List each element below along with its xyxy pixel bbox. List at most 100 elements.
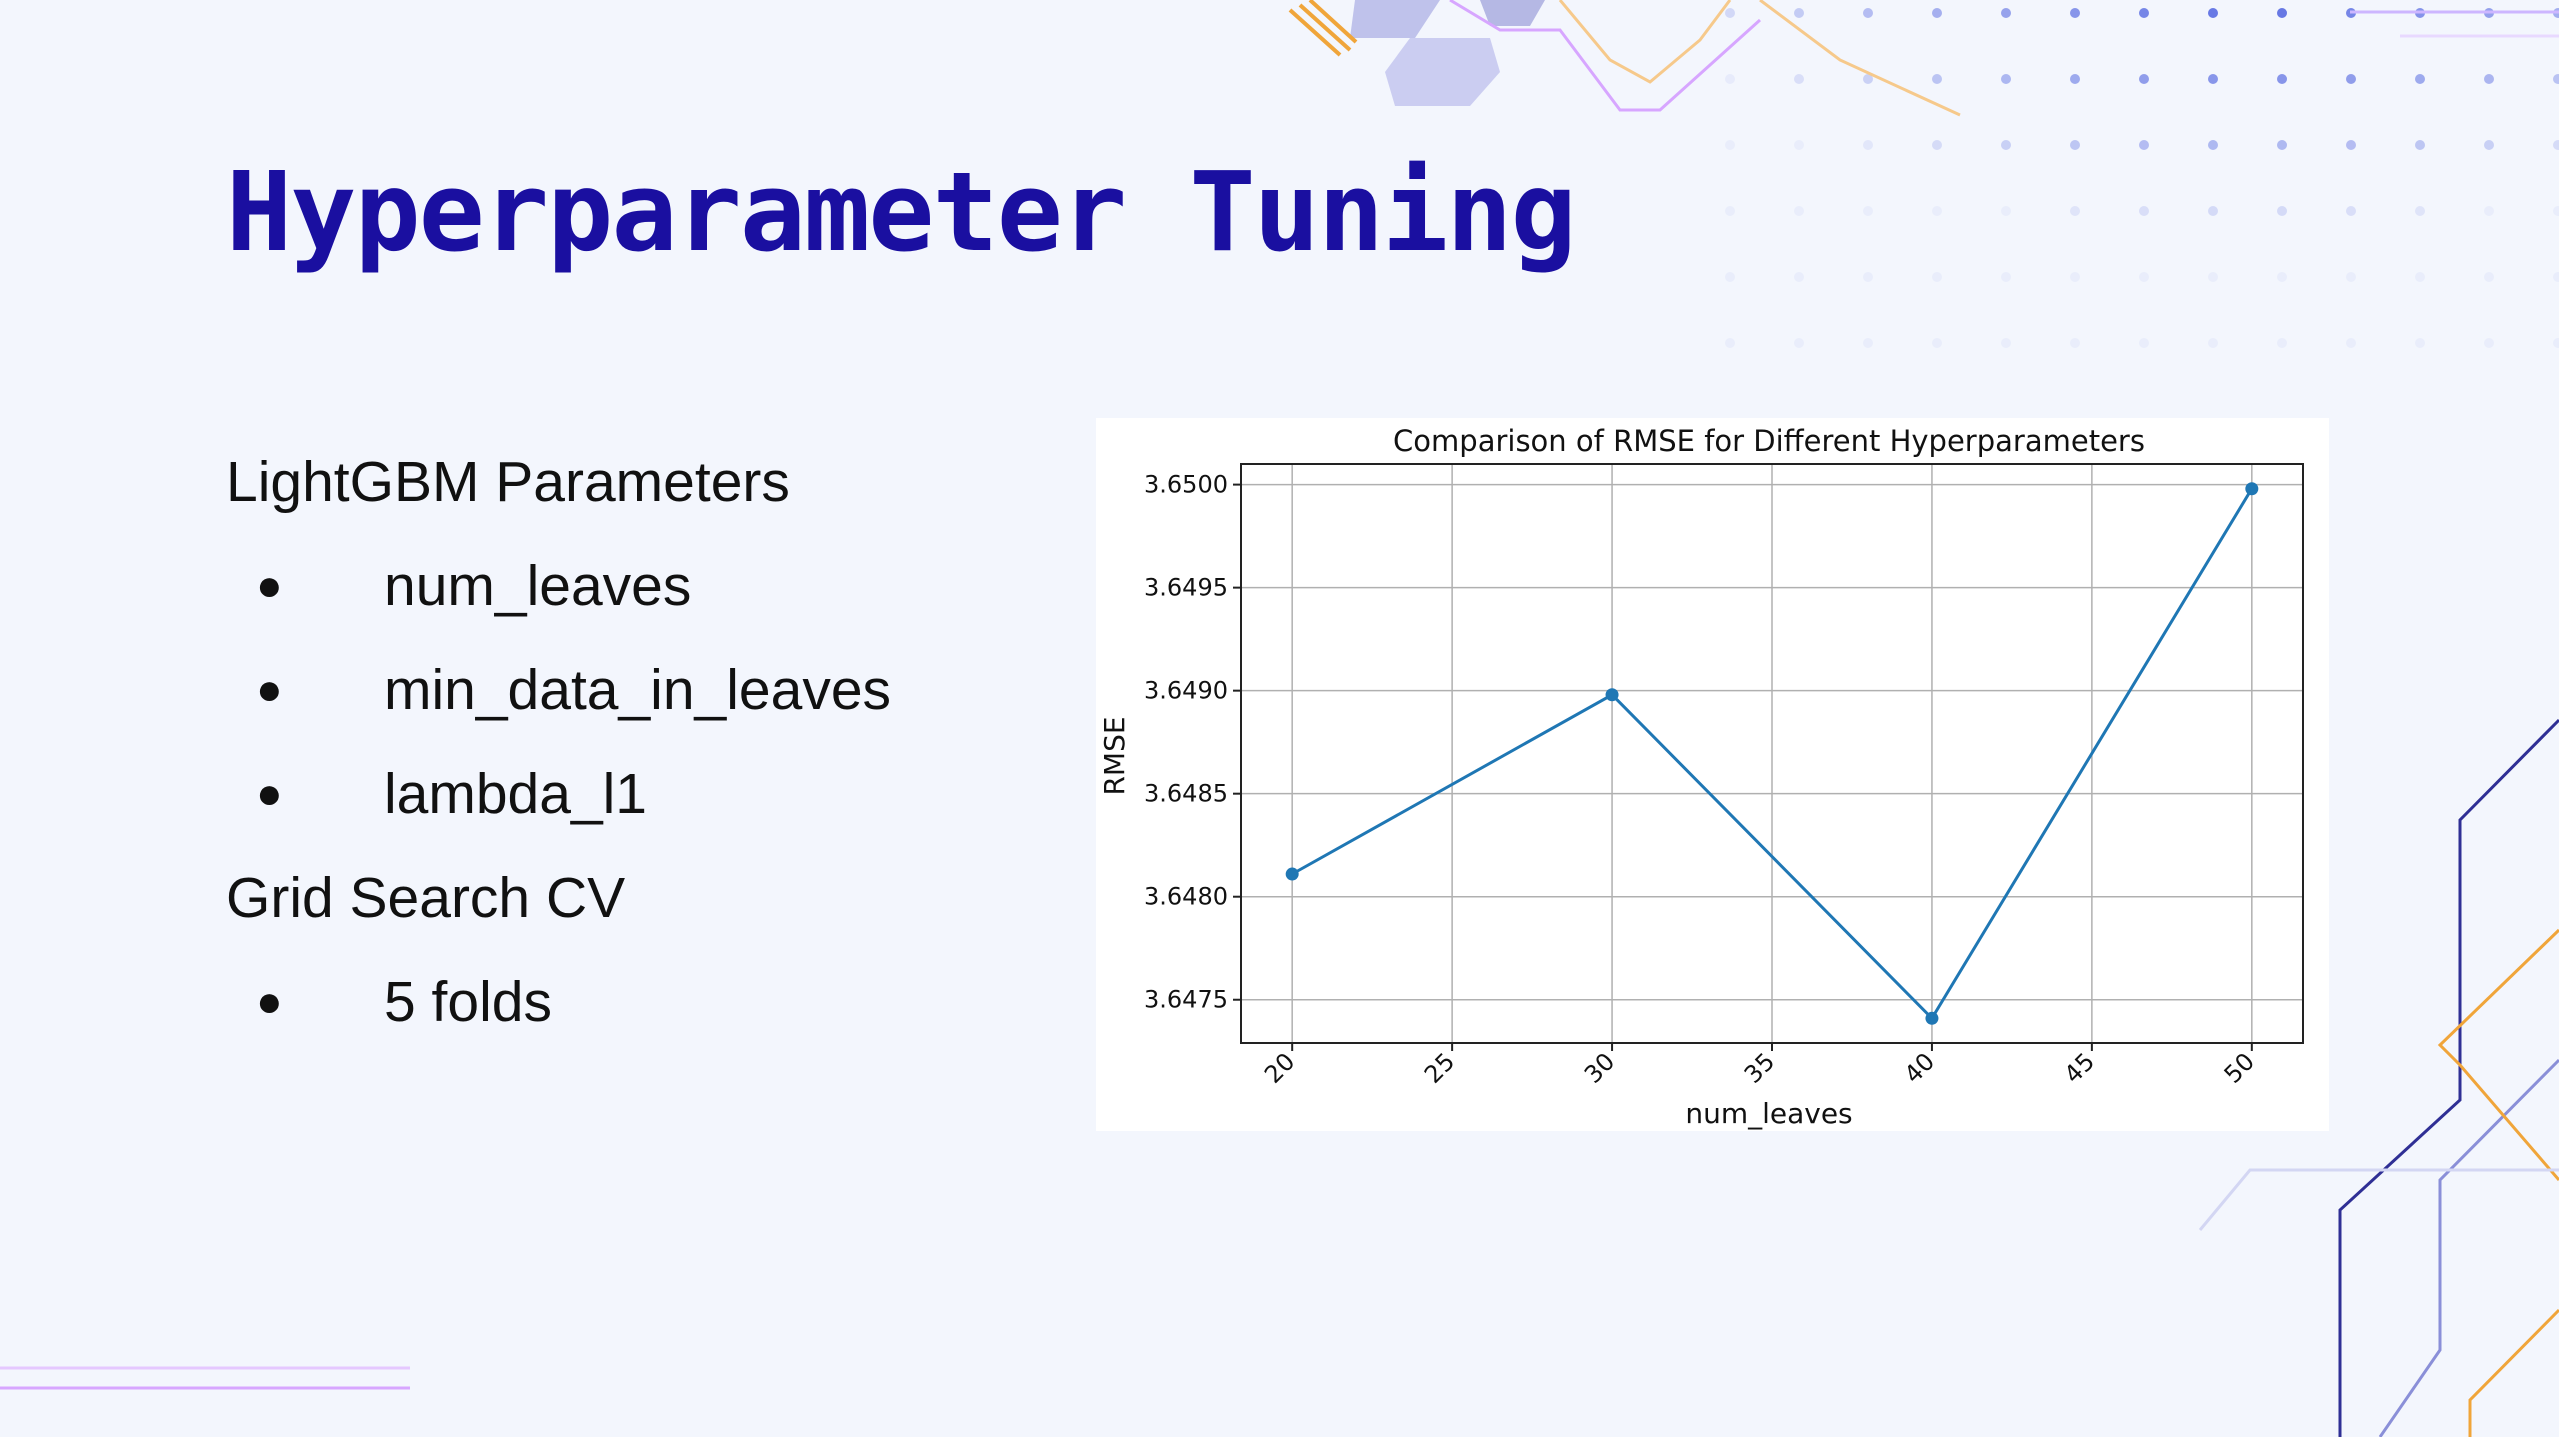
decor-dot [1863, 74, 1873, 84]
decor-dot [1794, 74, 1804, 84]
decor-dot [2001, 272, 2011, 282]
x-tick-label: 50 [2219, 1047, 2260, 1088]
y-tick-label: 3.6485 [1144, 780, 1228, 808]
decor-dot [2553, 272, 2559, 282]
decor-dot [1863, 338, 1873, 348]
decor-dot [1794, 272, 1804, 282]
bullet-dot: ● [256, 977, 283, 1026]
decor-dot [2139, 8, 2149, 18]
decor-dot [1725, 74, 1735, 84]
decor-dot [1932, 272, 1942, 282]
decor-dot [1725, 206, 1735, 216]
decor-dot [1932, 140, 1942, 150]
decor-dot [2001, 74, 2011, 84]
decor-dot [2070, 8, 2080, 18]
bullet-min-data-in-leaves: ● min_data_in_leaves [226, 638, 891, 742]
decor-dot [2553, 338, 2559, 348]
chart-grid [1241, 464, 2303, 1043]
decor-dot [1863, 8, 1873, 18]
decor-dot [2277, 272, 2287, 282]
decor-dot [2070, 206, 2080, 216]
chart-panel: 20 25 30 35 40 45 50 3.6475 3.6480 3.6485 3.6490 3.… [1096, 418, 2329, 1131]
slide-title: Hyperparameter Tuning [226, 148, 1577, 276]
x-tick-label: 30 [1579, 1047, 1620, 1088]
decor-dot [2484, 140, 2494, 150]
decor-dot [1794, 140, 1804, 150]
chart-ticks: 20 25 30 35 40 45 50 3.6475 3.6480 3.6485 3.6490 3.… [1144, 471, 2260, 1089]
data-point [1925, 1011, 1939, 1025]
decor-dot [2415, 272, 2425, 282]
y-tick-label: 3.6480 [1144, 883, 1228, 911]
decor-dot [2208, 74, 2218, 84]
decor-dot [2208, 8, 2218, 18]
decor-dot [1725, 338, 1735, 348]
x-tick-label: 35 [1739, 1047, 1780, 1088]
decor-dot [2415, 206, 2425, 216]
x-tick-label: 20 [1259, 1047, 1300, 1088]
decor-dot [2070, 338, 2080, 348]
decor-dot [2139, 338, 2149, 348]
decor-dot [2277, 140, 2287, 150]
decor-dot [1932, 338, 1942, 348]
bullet-list: LightGBM Parameters ● num_leaves ● min_dat… [226, 430, 891, 1054]
series-line [1291, 487, 2254, 1021]
decor-dot [2484, 338, 2494, 348]
y-tick-label: 3.6490 [1144, 677, 1228, 705]
decor-dot [2139, 140, 2149, 150]
chart-series [1285, 482, 2259, 1025]
decor-dot [2484, 74, 2494, 84]
decor-dot [2415, 140, 2425, 150]
decor-dot [1863, 206, 1873, 216]
data-point [1285, 867, 1299, 881]
decor-dot [2553, 140, 2559, 150]
decor-dot [2070, 140, 2080, 150]
decor-dot [1725, 8, 1735, 18]
decor-dot [1725, 272, 1735, 282]
bullet-lightgbm-parameters: LightGBM Parameters [226, 450, 790, 514]
y-tick-label: 3.6500 [1144, 471, 1228, 499]
decor-dot [2208, 140, 2218, 150]
decor-dot [2553, 74, 2559, 84]
bullet-5-folds: ● 5 folds [226, 950, 891, 1054]
decor-dot [2415, 74, 2425, 84]
decor-dot [2070, 74, 2080, 84]
decor-dot [2346, 338, 2356, 348]
decor-dot [2208, 206, 2218, 216]
decor-dot [1863, 140, 1873, 150]
decor-dot [2346, 140, 2356, 150]
data-point [1605, 688, 1619, 702]
y-tick-label: 3.6495 [1144, 574, 1228, 602]
decor-dot [2001, 206, 2011, 216]
decor-dot [2277, 74, 2287, 84]
right-circuit-lines [2198, 718, 2559, 1437]
y-axis-label: RMSE [1098, 716, 1131, 795]
decor-dot [2139, 206, 2149, 216]
bullet-dot: ● [256, 769, 283, 818]
decor-dot [2070, 272, 2080, 282]
decor-dot [1794, 206, 1804, 216]
decor-dot [1932, 206, 1942, 216]
dot-grid-decoration [1725, 8, 2559, 348]
decor-dot [2277, 206, 2287, 216]
decor-dot [1863, 272, 1873, 282]
x-axis-label: num_leaves [1685, 1097, 1852, 1130]
decor-dot [2139, 74, 2149, 84]
decor-dot [2001, 338, 2011, 348]
decor-dot [2208, 272, 2218, 282]
decor-dot [2484, 206, 2494, 216]
decor-dot [2139, 272, 2149, 282]
top-circuit-lines [1449, 0, 2559, 117]
decor-dot [2208, 338, 2218, 348]
bottom-left-lines [0, 1366, 410, 1390]
decor-dot [2553, 206, 2559, 216]
bullet-grid-search-cv: Grid Search CV [226, 866, 626, 930]
y-tick-label: 3.6475 [1144, 986, 1228, 1014]
decor-dot [1932, 8, 1942, 18]
decor-dot [2277, 338, 2287, 348]
decor-dot [2277, 8, 2287, 18]
x-tick-label: 40 [1899, 1047, 1940, 1088]
top-hexagon-decoration [1288, 0, 1545, 106]
data-point [2245, 482, 2259, 496]
decor-dot [2484, 272, 2494, 282]
